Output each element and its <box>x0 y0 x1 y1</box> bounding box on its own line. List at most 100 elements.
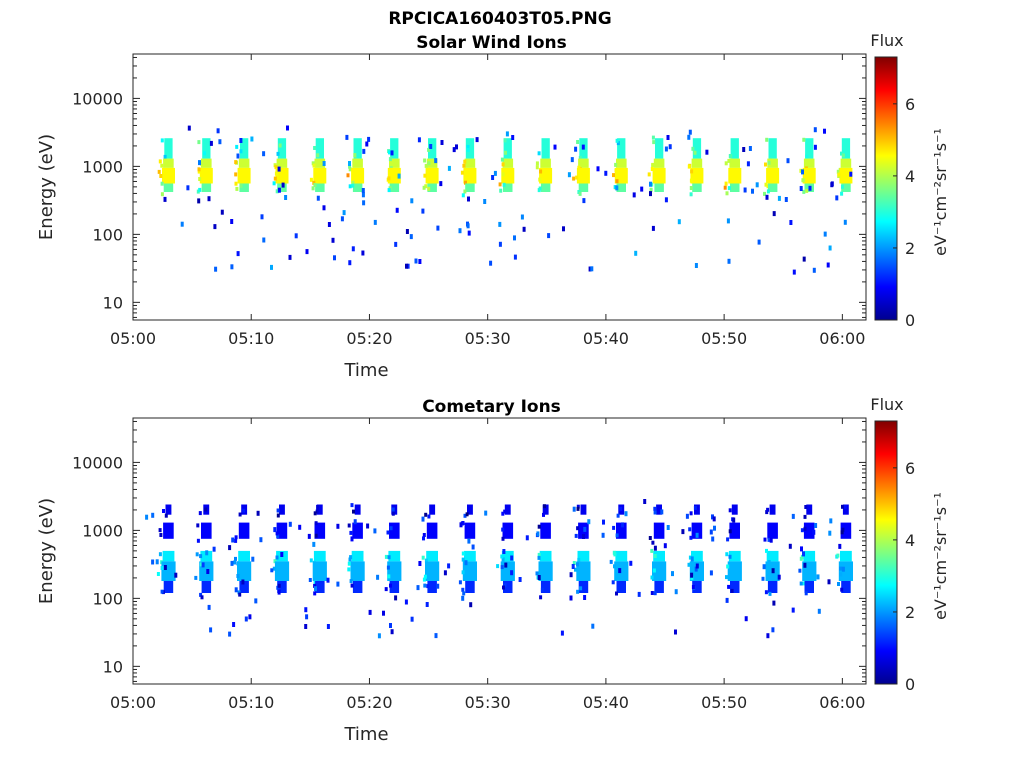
noise-point <box>814 523 818 528</box>
flux-cell <box>386 530 390 535</box>
flux-cell <box>725 191 729 196</box>
noise-point <box>439 181 443 187</box>
flux-cell <box>614 162 618 167</box>
data-marks <box>157 125 853 275</box>
noise-point <box>434 158 438 164</box>
noise-point <box>803 562 807 568</box>
flux-cell <box>236 574 240 578</box>
noise-point <box>270 264 273 270</box>
flux-cell <box>729 522 740 539</box>
flux-cell <box>463 159 467 164</box>
flux-cell <box>162 509 165 513</box>
noise-point <box>409 234 413 240</box>
flux-cell <box>196 538 200 543</box>
noise-point <box>688 129 692 135</box>
noise-point <box>362 200 366 206</box>
noise-point <box>361 192 365 198</box>
flux-cell <box>391 507 395 512</box>
noise-point <box>390 629 394 635</box>
noise-point <box>583 526 587 532</box>
noise-point <box>322 205 326 211</box>
noise-point <box>786 158 790 164</box>
flux-cell <box>615 591 618 596</box>
noise-point <box>305 249 309 255</box>
flux-cell <box>539 550 552 562</box>
flux-cell <box>272 181 276 186</box>
noise-point <box>228 545 232 551</box>
noise-point <box>504 562 508 568</box>
colorbar <box>874 56 898 321</box>
flux-cell <box>805 188 809 193</box>
flux-cell <box>538 561 553 581</box>
flux-cell <box>352 581 363 593</box>
flux-cell <box>540 183 551 192</box>
flux-cell <box>613 185 617 190</box>
y-tick-label: 100 <box>92 589 123 608</box>
flux-cell <box>689 535 693 540</box>
noise-point <box>251 556 255 562</box>
flux-cell <box>580 504 587 515</box>
noise-point <box>510 570 514 576</box>
flux-cell <box>315 581 325 593</box>
flux-cell <box>162 167 175 184</box>
flux-cell <box>351 183 355 188</box>
x-tick-label: 05:40 <box>583 329 629 348</box>
noise-point <box>838 543 842 549</box>
noise-point <box>668 144 672 150</box>
noise-point <box>569 572 573 578</box>
flux-cell <box>426 550 438 562</box>
flux-cell <box>464 180 467 185</box>
flux-cell <box>802 167 816 184</box>
noise-point <box>262 151 266 157</box>
flux-cell <box>427 581 437 593</box>
noise-point <box>436 225 440 231</box>
noise-point <box>209 140 213 146</box>
noise-point <box>572 506 576 512</box>
flux-cell <box>238 512 242 517</box>
flux-cell <box>165 504 172 515</box>
flux-cell <box>163 158 174 168</box>
flux-cell <box>276 508 280 513</box>
panel-solar-wind: Solar Wind Ions 05:00 05:10 05:20 05:30 05:40… <box>36 31 950 381</box>
flux-cell <box>309 177 313 182</box>
flux-cell <box>576 167 590 184</box>
flux-cell <box>653 522 665 539</box>
x-tick-label: 06:00 <box>819 693 865 712</box>
colorbar-tick-label: 2 <box>905 603 915 622</box>
flux-cell <box>576 589 580 594</box>
flux-cell <box>348 557 352 562</box>
flux-cell <box>160 163 164 168</box>
noise-point <box>342 210 346 216</box>
flux-cell <box>650 167 654 171</box>
flux-cell <box>535 161 539 166</box>
flux-cell <box>615 138 619 143</box>
flux-cell <box>840 522 852 539</box>
flux-cell <box>840 530 844 535</box>
noise-point <box>789 220 793 225</box>
flux-cell <box>612 173 615 178</box>
noise-point <box>197 198 201 204</box>
flux-cell <box>198 187 202 192</box>
flux-cell <box>693 505 697 510</box>
noise-point <box>198 160 201 166</box>
flux-cell <box>276 158 288 168</box>
flux-cell <box>577 550 590 562</box>
flux-cell <box>731 504 738 515</box>
flux-cell <box>500 565 504 570</box>
colorbar-tick-label: 0 <box>905 311 915 330</box>
flux-cell <box>502 585 505 590</box>
noise-point <box>571 564 575 569</box>
flux-cell <box>425 561 440 581</box>
flux-cell <box>841 184 844 189</box>
noise-point <box>256 510 260 516</box>
noise-point <box>695 532 699 538</box>
noise-point <box>277 589 281 595</box>
flux-cell <box>234 160 238 165</box>
noise-point <box>812 267 816 273</box>
flux-cell <box>501 172 505 177</box>
noise-point <box>732 517 736 523</box>
flux-cell <box>728 529 732 534</box>
noise-point <box>802 256 806 262</box>
flux-cell <box>802 189 806 194</box>
noise-point <box>553 144 557 150</box>
